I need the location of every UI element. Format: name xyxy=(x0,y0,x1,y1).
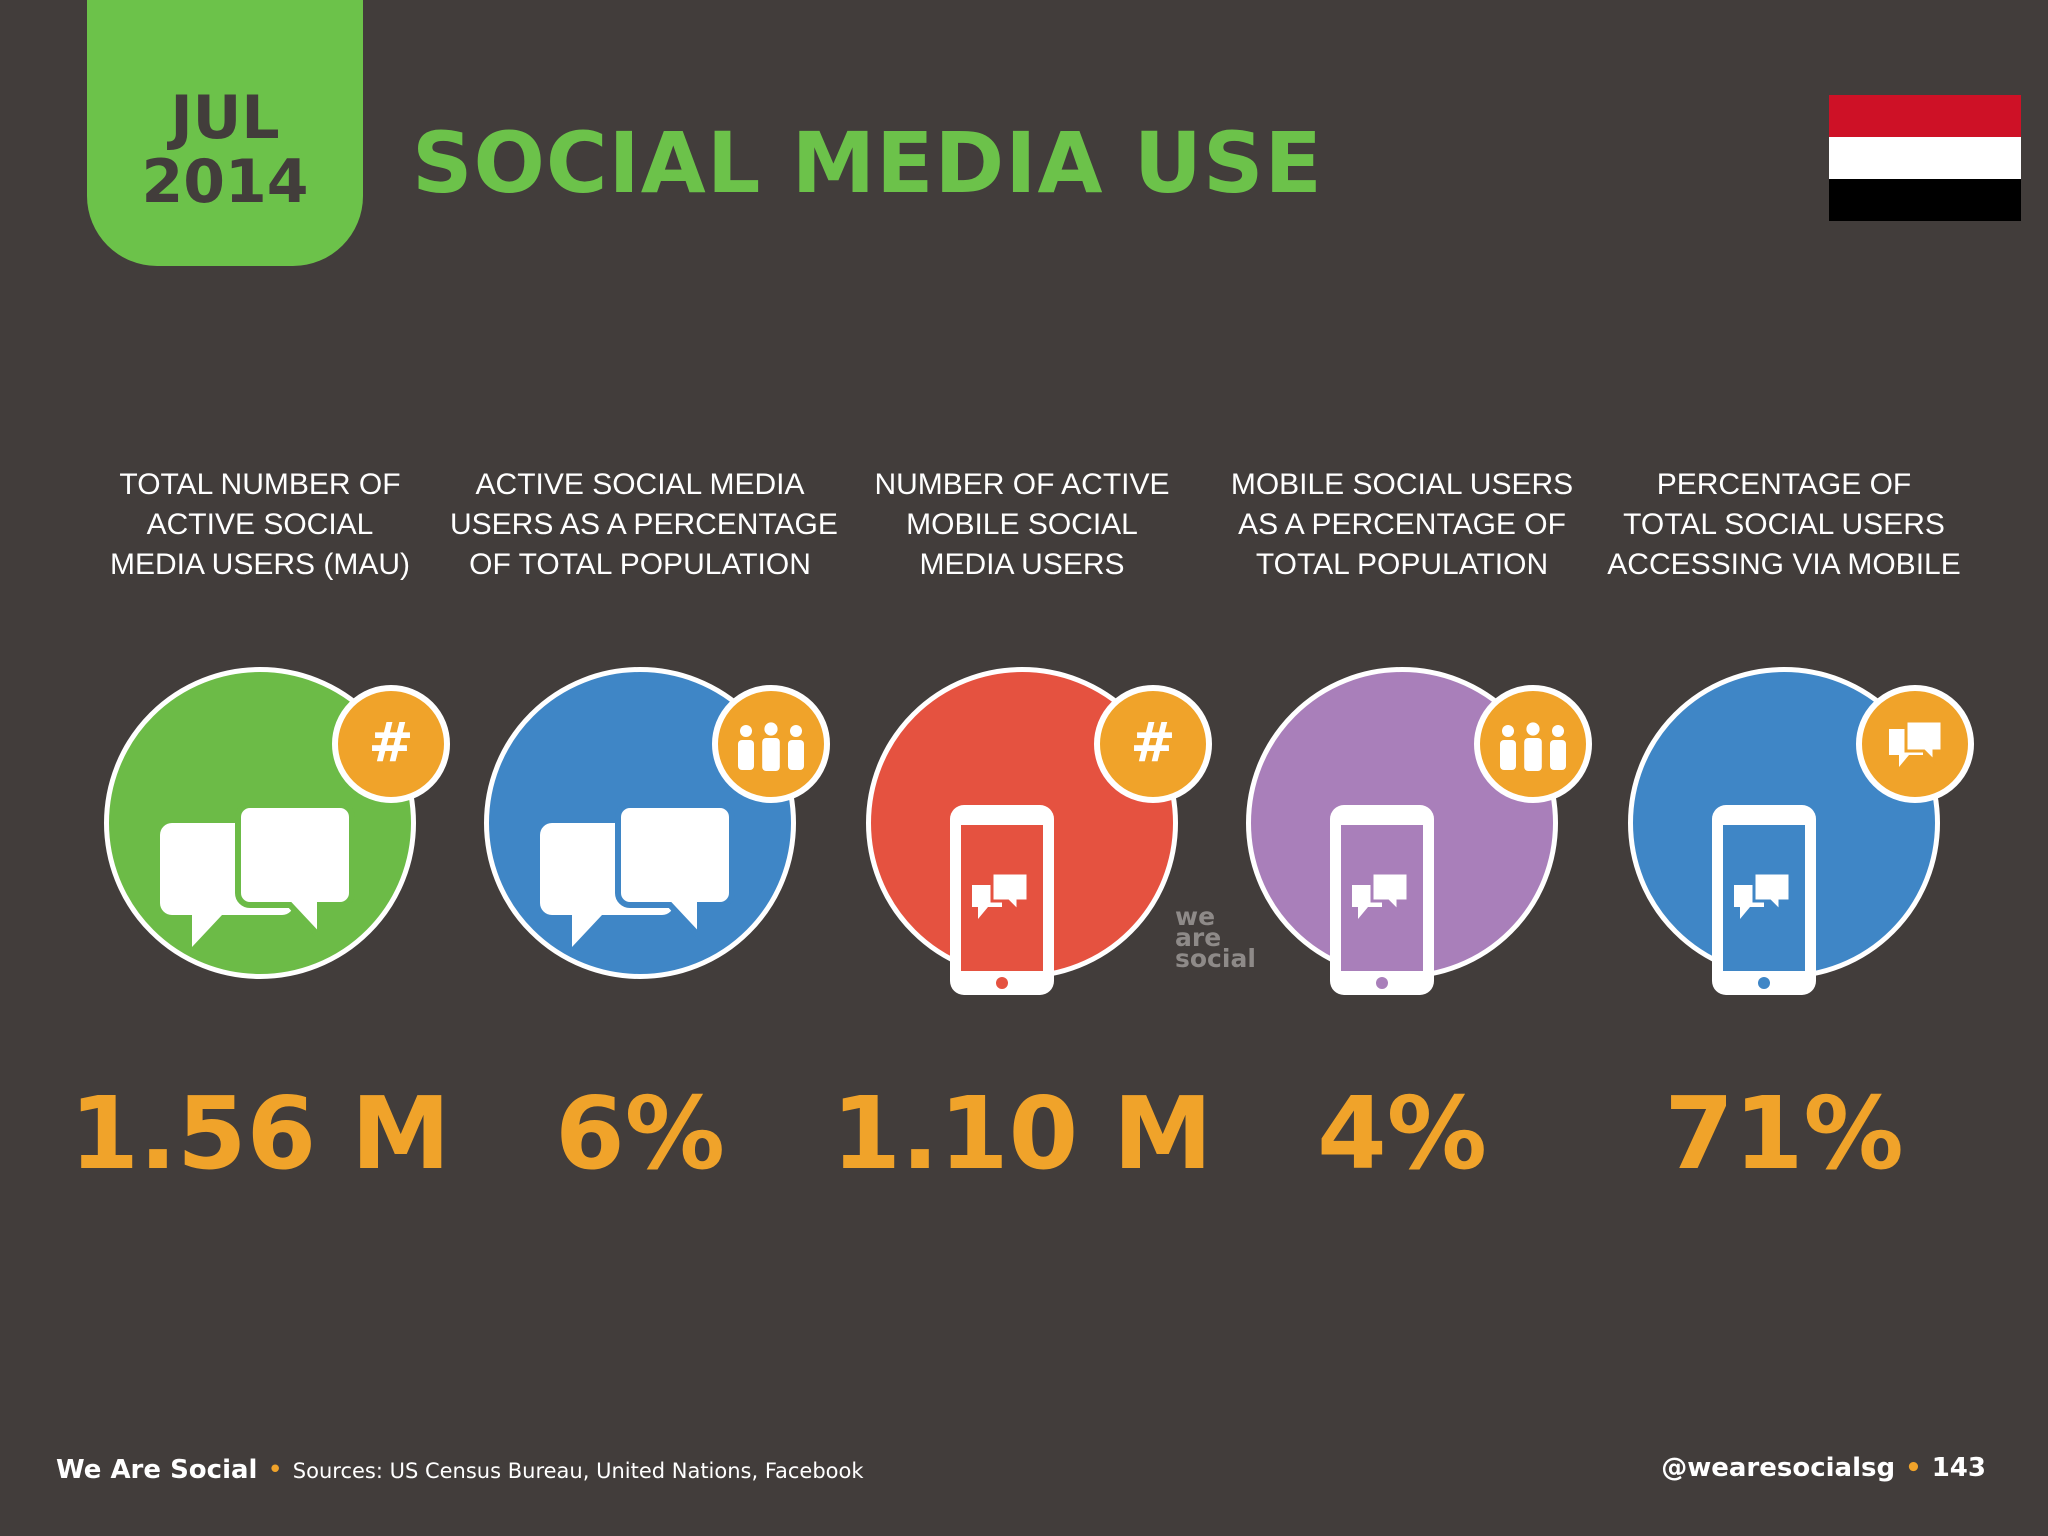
footer-brand: We Are Social xyxy=(56,1455,258,1485)
footer-sources: We Are Social • Sources: US Census Bureau,… xyxy=(56,1455,864,1485)
metric-value: 1.56 M xyxy=(69,1075,451,1192)
metric-label-line: MOBILE SOCIAL USERS xyxy=(1230,468,1574,501)
date-tab: JUL 2014 xyxy=(87,0,363,266)
metric-badge xyxy=(332,685,450,803)
footer-handle: @wearesocialsg xyxy=(1661,1453,1896,1483)
metric-label-line: PERCENTAGE OF xyxy=(1656,468,1912,501)
metric-label-line: TOTAL SOCIAL USERS xyxy=(1623,508,1945,541)
metric-badge xyxy=(1094,685,1212,803)
metric-label-line: USERS AS A PERCENTAGE xyxy=(450,508,838,541)
metric-badge xyxy=(1474,685,1592,803)
metric-badge xyxy=(1856,685,1974,803)
metric-label: NUMBER OF ACTIVE MOBILE SOCIAL MEDIA USERS xyxy=(832,465,1212,585)
metric-value: 4% xyxy=(1317,1075,1487,1192)
metric-label-line: MEDIA USERS (MAU) xyxy=(109,548,411,581)
metric-label-line: OF TOTAL POPULATION xyxy=(469,548,811,581)
date-month: JUL xyxy=(170,83,280,153)
metric-label-line: ACCESSING VIA MOBILE xyxy=(1607,548,1961,581)
flag-band-red xyxy=(1829,95,2021,137)
metric-badge xyxy=(712,685,830,803)
page-title: SOCIAL MEDIA USE xyxy=(412,114,1323,212)
metric-label-line: ACTIVE SOCIAL MEDIA xyxy=(475,468,805,501)
metric-label-line: TOTAL NUMBER OF xyxy=(119,468,401,501)
metric-label: TOTAL NUMBER OF ACTIVE SOCIAL MEDIA USERS … xyxy=(70,465,450,585)
date-year: 2014 xyxy=(141,147,309,217)
yemen-flag-icon xyxy=(1829,95,2021,221)
metric-value: 6% xyxy=(555,1075,725,1192)
metric-value: 1.10 M xyxy=(831,1075,1213,1192)
metric-label: ACTIVE SOCIAL MEDIA USERS AS A PERCENTAGE… xyxy=(450,465,838,585)
footer-right: @wearesocialsg • 143 xyxy=(1661,1453,1986,1483)
metric-label-line: MOBILE SOCIAL xyxy=(906,508,1138,541)
watermark-logo: we are social xyxy=(1175,902,1256,973)
flag-band-white xyxy=(1829,137,2021,179)
metric-label-line: MEDIA USERS xyxy=(919,548,1125,581)
metric-label-line: NUMBER OF ACTIVE xyxy=(874,468,1170,501)
metric-label-line: TOTAL POPULATION xyxy=(1255,548,1549,581)
footer-sources-text: Sources: US Census Bureau, United Nation… xyxy=(292,1459,864,1483)
metric-label: MOBILE SOCIAL USERS AS A PERCENTAGE OF TOT… xyxy=(1212,465,1592,585)
page-number: 143 xyxy=(1931,1453,1986,1483)
metric-label-line: ACTIVE SOCIAL xyxy=(146,508,374,541)
metric-label: PERCENTAGE OF TOTAL SOCIAL USERS ACCESSING… xyxy=(1594,465,1974,585)
metric-value: 71% xyxy=(1664,1075,1904,1192)
metric-label-line: AS A PERCENTAGE OF xyxy=(1238,508,1566,541)
flag-band-black xyxy=(1829,179,2021,221)
